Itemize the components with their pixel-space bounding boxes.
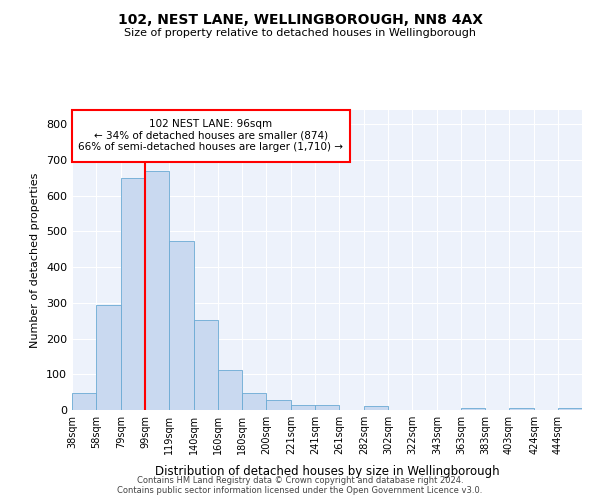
Text: Contains public sector information licensed under the Open Government Licence v3: Contains public sector information licen… [118,486,482,495]
Bar [145,172,169,410]
Text: Size of property relative to detached houses in Wellingborough: Size of property relative to detached ho… [124,28,476,38]
Bar [194,320,218,410]
Bar [558,408,582,410]
Bar [291,404,315,410]
Bar [72,393,96,410]
Bar [169,241,194,410]
Text: Contains HM Land Registry data © Crown copyright and database right 2024.: Contains HM Land Registry data © Crown c… [137,476,463,485]
Bar [461,408,485,410]
FancyBboxPatch shape [72,110,350,162]
X-axis label: Distribution of detached houses by size in Wellingborough: Distribution of detached houses by size … [155,466,499,478]
Bar [364,406,388,410]
Bar [509,408,534,410]
Bar [242,392,266,410]
Text: 102 NEST LANE: 96sqm
← 34% of detached houses are smaller (874)
66% of semi-deta: 102 NEST LANE: 96sqm ← 34% of detached h… [79,120,343,152]
Bar [218,370,242,410]
Bar [266,400,291,410]
Text: 102, NEST LANE, WELLINGBOROUGH, NN8 4AX: 102, NEST LANE, WELLINGBOROUGH, NN8 4AX [118,12,482,26]
Bar [315,405,339,410]
Bar [96,306,121,410]
Bar [121,178,145,410]
Y-axis label: Number of detached properties: Number of detached properties [31,172,40,348]
